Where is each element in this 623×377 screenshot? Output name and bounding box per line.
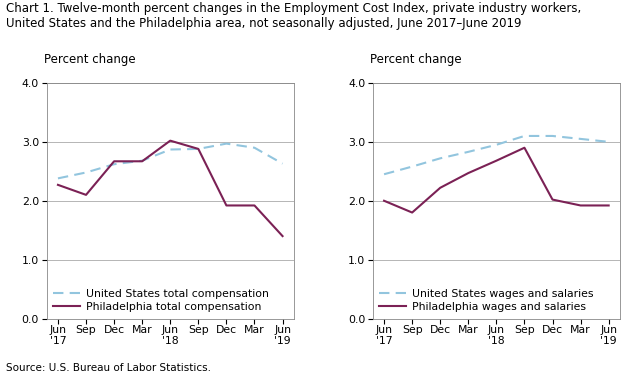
Philadelphia total compensation xyxy=(110,159,118,164)
Philadelphia total compensation xyxy=(82,193,90,197)
Text: Percent change: Percent change xyxy=(44,53,135,66)
Philadelphia wages and salaries xyxy=(577,203,584,208)
United States wages and salaries xyxy=(493,143,500,147)
Text: Source: U.S. Bureau of Labor Statistics.: Source: U.S. Bureau of Labor Statistics. xyxy=(6,363,211,373)
Philadelphia total compensation xyxy=(279,234,287,238)
Philadelphia wages and salaries xyxy=(605,203,612,208)
Philadelphia total compensation xyxy=(138,159,146,164)
Legend: United States wages and salaries, Philadelphia wages and salaries: United States wages and salaries, Philad… xyxy=(375,285,597,316)
United States wages and salaries xyxy=(605,139,612,144)
United States total compensation xyxy=(54,176,62,181)
Text: Percent change: Percent change xyxy=(369,53,462,66)
Philadelphia total compensation xyxy=(250,203,258,208)
United States wages and salaries xyxy=(521,134,528,138)
Line: Philadelphia total compensation: Philadelphia total compensation xyxy=(58,141,283,236)
Philadelphia wages and salaries xyxy=(409,210,416,215)
Philadelphia wages and salaries xyxy=(521,146,528,150)
United States total compensation xyxy=(82,170,90,175)
Legend: United States total compensation, Philadelphia total compensation: United States total compensation, Philad… xyxy=(49,285,273,316)
Philadelphia total compensation xyxy=(54,182,62,187)
Philadelphia wages and salaries xyxy=(493,158,500,163)
United States wages and salaries xyxy=(437,156,444,161)
United States total compensation xyxy=(222,141,230,146)
United States total compensation xyxy=(110,162,118,167)
Line: Philadelphia wages and salaries: Philadelphia wages and salaries xyxy=(384,148,609,213)
Text: Chart 1. Twelve-month percent changes in the Employment Cost Index, private indu: Chart 1. Twelve-month percent changes in… xyxy=(6,2,581,15)
Philadelphia total compensation xyxy=(166,138,174,143)
Text: United States and the Philadelphia area, not seasonally adjusted, June 2017–June: United States and the Philadelphia area,… xyxy=(6,17,521,30)
Philadelphia total compensation xyxy=(222,203,230,208)
Philadelphia wages and salaries xyxy=(465,171,472,175)
Line: United States wages and salaries: United States wages and salaries xyxy=(384,136,609,174)
United States wages and salaries xyxy=(465,150,472,154)
United States total compensation xyxy=(138,158,146,163)
United States total compensation xyxy=(250,146,258,150)
Philadelphia wages and salaries xyxy=(549,197,556,202)
United States wages and salaries xyxy=(380,172,388,176)
Line: United States total compensation: United States total compensation xyxy=(58,144,283,178)
United States total compensation xyxy=(279,161,287,166)
United States wages and salaries xyxy=(577,136,584,141)
United States wages and salaries xyxy=(409,164,416,169)
United States total compensation xyxy=(194,147,202,151)
Philadelphia wages and salaries xyxy=(380,198,388,203)
Philadelphia wages and salaries xyxy=(437,185,444,190)
United States wages and salaries xyxy=(549,134,556,138)
United States total compensation xyxy=(166,147,174,152)
Philadelphia total compensation xyxy=(194,147,202,151)
